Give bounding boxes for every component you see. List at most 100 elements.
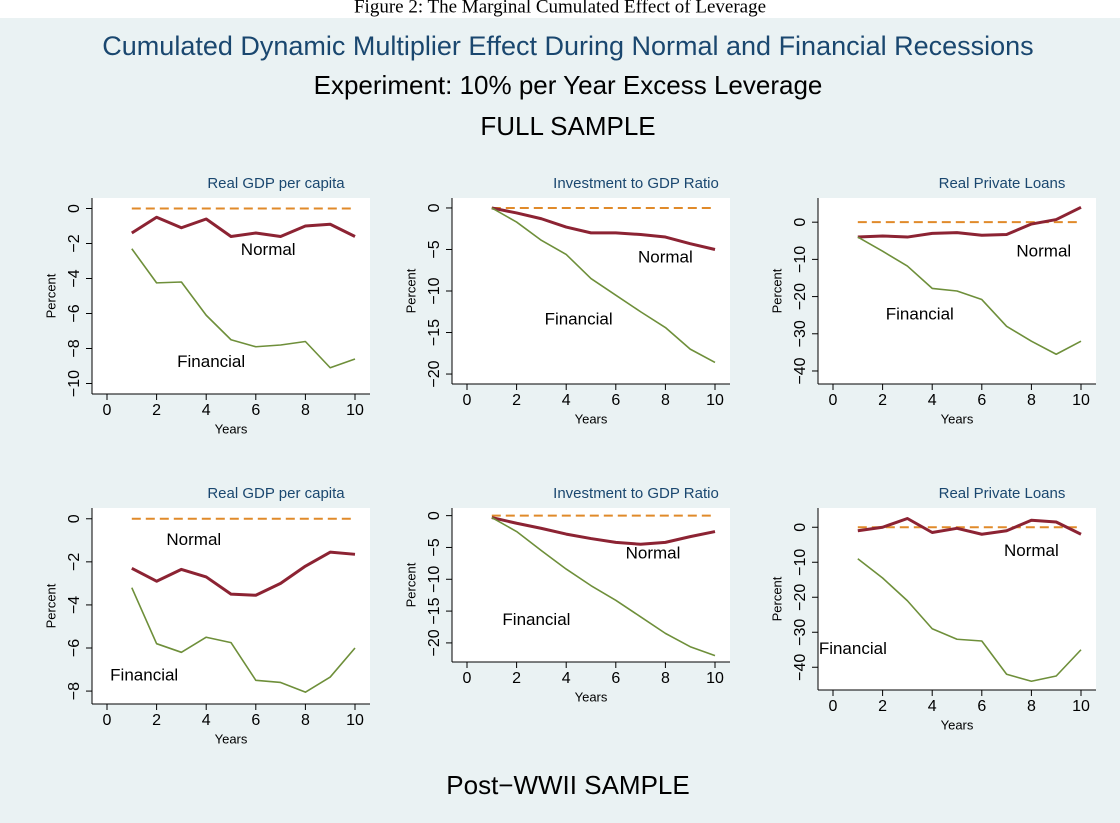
x-tick-label: 2 — [878, 392, 887, 409]
series-label: Financial — [545, 310, 613, 329]
series-line — [130, 215, 356, 238]
x-tick-label: 6 — [251, 402, 260, 419]
x-axis-label: Years — [941, 717, 974, 732]
x-tick-label: 10 — [1072, 698, 1090, 715]
y-tick-label: −4 — [66, 596, 83, 614]
chart-title: Real Private Loans — [939, 485, 1066, 502]
series-label: Normal — [166, 530, 221, 549]
x-tick-label: 2 — [512, 392, 521, 409]
y-tick-label: −6 — [66, 639, 83, 657]
series-label: Financial — [819, 639, 887, 658]
y-tick-label: −4 — [66, 269, 83, 287]
x-tick-label: 10 — [706, 670, 724, 687]
x-tick-label: 0 — [463, 670, 472, 687]
title: Cumulated Dynamic Multiplier Effect Duri… — [102, 31, 1033, 61]
chart-title: Real GDP per capita — [207, 175, 345, 192]
y-tick-label: 0 — [66, 514, 83, 523]
y-tick-label: −8 — [66, 339, 83, 357]
series-label: Financial — [110, 665, 178, 684]
series-line — [491, 516, 716, 657]
series-line — [491, 207, 716, 364]
y-tick-label: −15 — [426, 319, 443, 346]
plot-area — [92, 508, 370, 704]
series-line — [131, 550, 356, 597]
x-tick-label: 4 — [202, 712, 211, 729]
y-axis-label: Percent — [769, 576, 784, 621]
series-line — [857, 205, 1082, 239]
x-tick-label: 4 — [928, 698, 937, 715]
x-tick-label: 0 — [103, 712, 112, 729]
chart-title: Real GDP per capita — [207, 485, 345, 502]
x-tick-label: 6 — [611, 392, 620, 409]
series-label: Normal — [1016, 241, 1071, 260]
y-tick-label: −15 — [426, 597, 443, 624]
x-tick-label: 8 — [1027, 392, 1036, 409]
series-label: Normal — [638, 247, 693, 266]
y-tick-label: −2 — [66, 553, 83, 571]
plot-area — [818, 508, 1096, 690]
x-tick-label: 6 — [977, 392, 986, 409]
y-tick-label: −10 — [66, 370, 83, 397]
series-line — [491, 206, 716, 251]
y-tick-label: −40 — [792, 357, 809, 384]
x-tick-label: 4 — [928, 392, 937, 409]
series-label: Financial — [502, 610, 570, 629]
section-title: FULL SAMPLE — [480, 111, 655, 141]
y-tick-label: −20 — [426, 629, 443, 656]
x-tick-label: 0 — [103, 402, 112, 419]
y-tick-label: 0 — [66, 204, 83, 213]
y-tick-label: −5 — [426, 240, 443, 258]
y-tick-label: −10 — [426, 277, 443, 304]
y-tick-label: −30 — [792, 619, 809, 646]
y-tick-label: −2 — [66, 234, 83, 252]
x-tick-label: 2 — [878, 698, 887, 715]
x-tick-label: 4 — [202, 402, 211, 419]
section-title: Post−WWII SAMPLE — [446, 770, 689, 800]
x-tick-label: 8 — [301, 402, 310, 419]
chart-title: Investment to GDP Ratio — [553, 485, 719, 502]
x-axis-label: Years — [215, 421, 248, 436]
y-tick-label: 0 — [426, 511, 443, 520]
x-tick-label: 10 — [346, 402, 364, 419]
subtitle: Experiment: 10% per Year Excess Leverage — [314, 70, 823, 100]
x-tick-label: 6 — [251, 712, 260, 729]
x-tick-label: 0 — [829, 698, 838, 715]
y-tick-label: −10 — [426, 566, 443, 593]
series-label: Normal — [1004, 541, 1059, 560]
chart-title: Real Private Loans — [939, 175, 1066, 192]
x-tick-label: 10 — [706, 392, 724, 409]
y-tick-label: −6 — [66, 304, 83, 322]
y-axis-label: Percent — [403, 268, 418, 313]
y-tick-label: −10 — [792, 549, 809, 576]
y-tick-label: 0 — [426, 203, 443, 212]
series-line — [857, 236, 1082, 356]
series-label: Financial — [177, 352, 245, 371]
y-axis-label: Percent — [43, 583, 58, 628]
x-tick-label: 4 — [562, 392, 571, 409]
x-tick-label: 2 — [512, 670, 521, 687]
y-tick-label: −30 — [792, 320, 809, 347]
series-line — [131, 248, 356, 369]
x-axis-label: Years — [215, 731, 248, 746]
y-tick-label: −10 — [792, 246, 809, 273]
x-tick-label: 10 — [346, 712, 364, 729]
x-axis-label: Years — [941, 411, 974, 426]
x-tick-label: 8 — [661, 392, 670, 409]
x-axis-label: Years — [575, 411, 608, 426]
plot-area — [452, 198, 730, 384]
x-tick-label: 10 — [1072, 392, 1090, 409]
series-line — [857, 558, 1082, 683]
series-line — [491, 516, 716, 546]
caption: Figure 2: The Marginal Cumulated Effect … — [354, 0, 766, 17]
y-tick-label: −20 — [426, 360, 443, 387]
y-axis-label: Percent — [769, 268, 784, 313]
x-tick-label: 0 — [829, 392, 838, 409]
y-tick-label: −8 — [66, 682, 83, 700]
series-line — [131, 587, 356, 693]
x-axis-label: Years — [575, 689, 608, 704]
series-line — [857, 517, 1082, 536]
y-tick-label: −20 — [792, 584, 809, 611]
series-label: Financial — [886, 305, 954, 324]
y-tick-label: 0 — [792, 218, 809, 227]
